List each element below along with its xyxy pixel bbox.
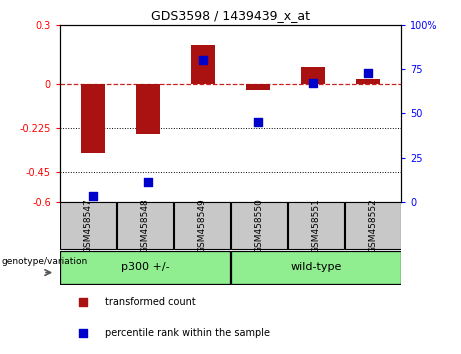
Text: GSM458551: GSM458551	[311, 198, 320, 253]
FancyBboxPatch shape	[174, 202, 230, 249]
Text: GSM458547: GSM458547	[84, 198, 93, 253]
Point	[254, 119, 262, 125]
FancyBboxPatch shape	[288, 202, 343, 249]
Point	[199, 57, 207, 63]
Point	[309, 80, 317, 86]
Point	[80, 299, 87, 305]
Text: transformed count: transformed count	[105, 297, 196, 307]
Point	[364, 70, 372, 75]
Text: genotype/variation: genotype/variation	[1, 257, 88, 267]
Bar	[81, 84, 105, 153]
Bar	[356, 79, 380, 84]
Bar	[246, 84, 271, 90]
FancyBboxPatch shape	[60, 251, 230, 284]
FancyBboxPatch shape	[231, 251, 401, 284]
Text: GSM458550: GSM458550	[254, 198, 263, 253]
Text: percentile rank within the sample: percentile rank within the sample	[105, 328, 270, 338]
FancyBboxPatch shape	[118, 202, 173, 249]
Text: GSM458549: GSM458549	[198, 198, 207, 253]
Point	[89, 194, 97, 199]
Text: wild-type: wild-type	[290, 262, 342, 272]
FancyBboxPatch shape	[345, 202, 401, 249]
Title: GDS3598 / 1439439_x_at: GDS3598 / 1439439_x_at	[151, 9, 310, 22]
Bar	[190, 45, 215, 84]
Point	[80, 330, 87, 336]
Bar	[136, 84, 160, 134]
Text: GSM458552: GSM458552	[368, 198, 377, 253]
FancyBboxPatch shape	[60, 202, 116, 249]
FancyBboxPatch shape	[231, 202, 287, 249]
Text: p300 +/-: p300 +/-	[121, 262, 170, 272]
Bar	[301, 67, 325, 84]
Point	[144, 179, 152, 185]
Text: GSM458548: GSM458548	[141, 198, 150, 253]
